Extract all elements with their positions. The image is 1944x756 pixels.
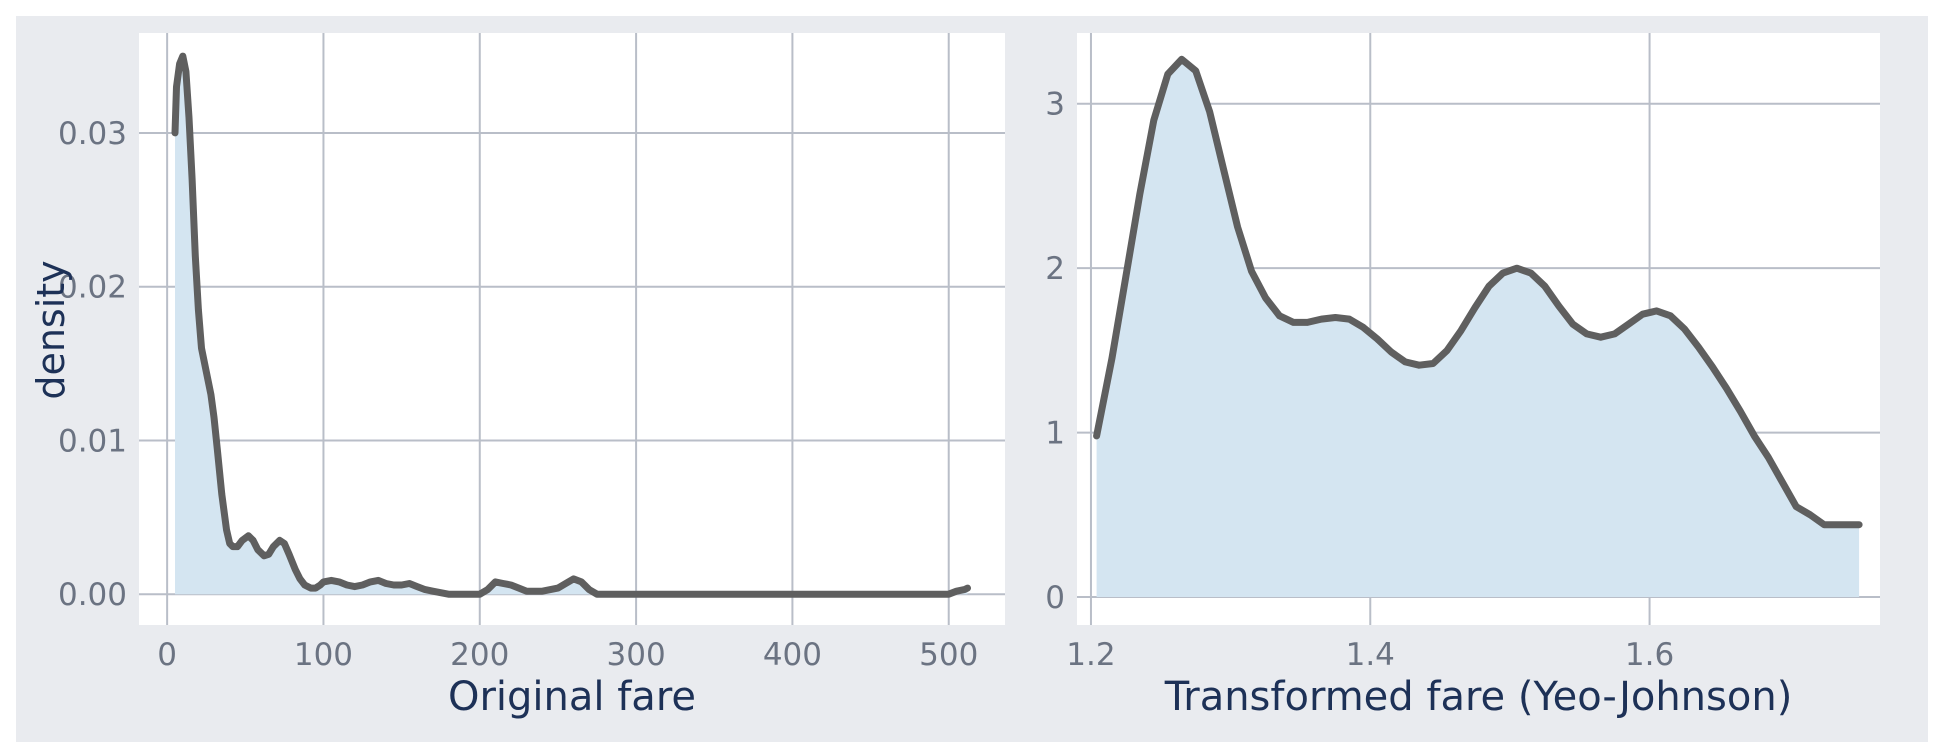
y-tick-label: 0.00: [58, 577, 127, 613]
x-tick-label: 300: [607, 637, 666, 673]
y-tick-label: 0.03: [58, 116, 127, 152]
x-tick-label: 1.6: [1625, 637, 1674, 673]
x-tick-label: 1.4: [1346, 637, 1395, 673]
density-line-transformed-fare: [1093, 55, 1863, 529]
x-tick-label: 100: [294, 637, 353, 673]
x-tick-label: 1.2: [1066, 637, 1115, 673]
y-tick-label: 0.01: [58, 423, 127, 459]
x-tick-label: 500: [919, 637, 978, 673]
y-tick-label: 0: [1045, 580, 1065, 616]
x-tick-label: 0: [157, 637, 177, 673]
density-line-original-fare: [171, 52, 971, 598]
y-tick-label: 1: [1045, 416, 1065, 452]
y-tick-label: 3: [1045, 87, 1065, 123]
plot-area-original-fare: [139, 33, 1005, 625]
ticks-transformed-fare: 1.2 1.4 1.6 0 1 2 3: [1045, 87, 1674, 673]
x-tick-label: 200: [450, 637, 509, 673]
y-tick-label: 2: [1045, 251, 1065, 287]
panel-transformed-fare: Transformed fare (Yeo-Johnson) 1.2 1.4 1.6…: [1045, 33, 1880, 720]
y-axis-title: density: [29, 260, 73, 399]
x-axis-title-original-fare: Original fare: [448, 674, 696, 720]
y-tick-label: 0.02: [58, 270, 127, 306]
density-area-transformed-fare: [1096, 59, 1860, 598]
panel-original-fare: Original fare 0 100 200 300 400 500 0.00 0.01 0.…: [58, 33, 1005, 720]
x-tick-label: 400: [763, 637, 822, 673]
x-axis-title-transformed-fare: Transformed fare (Yeo-Johnson): [1164, 674, 1793, 720]
ticks-original-fare: 0 100 200 300 400 500 0.00 0.01 0.02 0.03: [58, 116, 978, 673]
